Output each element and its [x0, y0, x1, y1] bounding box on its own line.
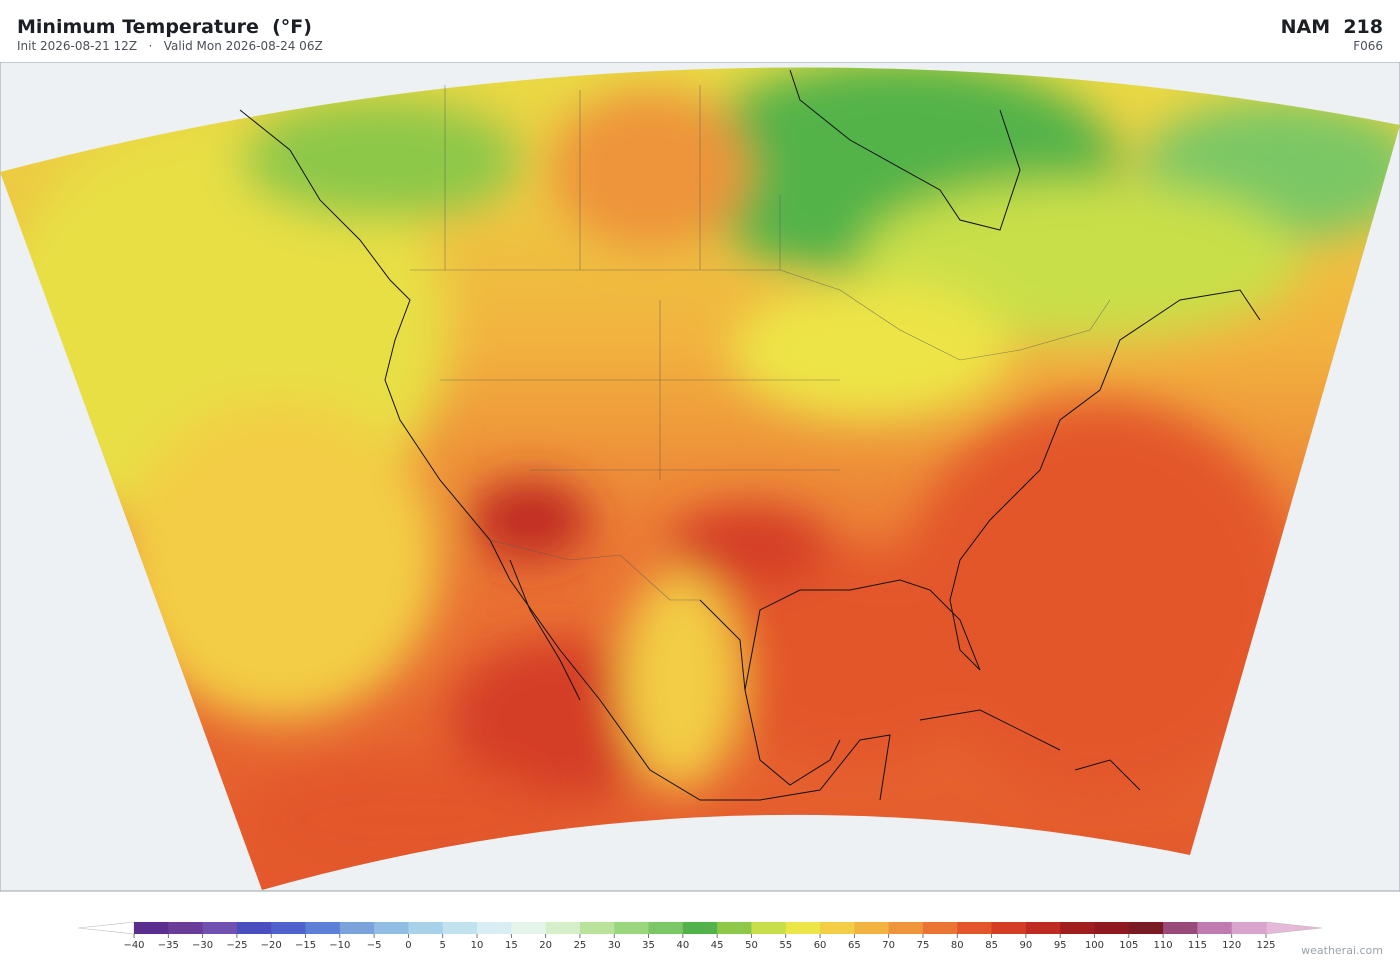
colorbar-extend-high [1265, 921, 1323, 935]
colorbar-tick-label: 65 [848, 940, 861, 951]
colorbar-segment [1128, 922, 1164, 934]
map [0, 62, 1400, 892]
colorbar-segment [751, 922, 787, 934]
colorbar-segment [785, 922, 821, 934]
colorbar-tick-label: 115 [1188, 940, 1207, 951]
colorbar-segment [682, 922, 718, 934]
colorbar-tick-label: −10 [329, 940, 350, 951]
colorbar-segment [305, 922, 341, 934]
coastlines [239, 69, 1261, 801]
colorbar-tick-label: 90 [1020, 940, 1033, 951]
valid-time: Valid Mon 2026-08-24 06Z [163, 39, 323, 53]
colorbar-extend-low [77, 921, 135, 935]
forecast-hour: F066 [1353, 39, 1383, 53]
colorbar-tick-label: 60 [814, 940, 827, 951]
colorbar-segment [545, 922, 581, 934]
colorbar-tick-label: −5 [367, 940, 382, 951]
colorbar: −40 −35 −30 −25 −20 −15 −10 −5 0 5 10 15 20 25 30 35 40 4… [77, 921, 1323, 951]
colorbar-tick-label: 95 [1054, 940, 1067, 951]
colorbar-tick-label: 55 [779, 940, 792, 951]
colorbar-segment [922, 922, 958, 934]
colorbar-segment [648, 922, 684, 934]
colorbar-tick-label: 120 [1222, 940, 1241, 951]
colorbar-segment [717, 922, 752, 934]
colorbar-segment [168, 922, 204, 934]
colorbar-segment [1060, 922, 1095, 934]
colorbar-tick-label: 5 [440, 940, 446, 951]
colorbar-segment [991, 922, 1027, 934]
colorbar-tick-label: −30 [192, 940, 213, 951]
colorbar-segment [1025, 922, 1061, 934]
colorbar-segment [408, 922, 444, 934]
colorbar-tick-label: −15 [295, 940, 316, 951]
model-name: NAM 218 [1280, 16, 1383, 38]
colorbar-segment [477, 922, 512, 934]
colorbar-tick-label: 35 [642, 940, 655, 951]
colorbar-segment [511, 922, 547, 934]
colorbar-segment [614, 922, 650, 934]
colorbar-segment [579, 922, 615, 934]
colorbar-tick-label: 105 [1119, 940, 1138, 951]
colorbar-segment [236, 922, 272, 934]
borders [410, 85, 1111, 601]
colorbar-tick-label: 40 [676, 940, 689, 951]
colorbar-tick-label: 20 [539, 940, 552, 951]
colorbar-tick-label: 70 [882, 940, 895, 951]
colorbar-tick-label: −20 [261, 940, 282, 951]
colorbar-tick-label: 110 [1154, 940, 1173, 951]
colorbar-tick-label: 100 [1085, 940, 1104, 951]
colorbar-segment [374, 922, 409, 934]
subtitle: Init 2026-08-21 12Z · Valid Mon 2026-08-… [17, 39, 323, 53]
init-time: Init 2026-08-21 12Z [17, 39, 138, 53]
colorbar-tick-label: 15 [505, 940, 518, 951]
colorbar-tick-label: 75 [917, 940, 930, 951]
colorbar-segment [1197, 922, 1233, 934]
colorbar-segment [888, 922, 924, 934]
colorbar-segment [134, 922, 169, 934]
colorbar-tick-label: 125 [1256, 940, 1275, 951]
colorbar-tick-label: −25 [226, 940, 247, 951]
colorbar-tick-label: 45 [711, 940, 724, 951]
colorbar-segment [1231, 922, 1267, 934]
colorbar-segment [442, 922, 478, 934]
colorbar-tick-label: 30 [608, 940, 621, 951]
colorbar-tick-label: 50 [745, 940, 758, 951]
colorbar-segment [854, 922, 890, 934]
colorbar-segment [339, 922, 375, 934]
map-title: Minimum Temperature (°F) [17, 16, 312, 38]
colorbar-tick-label: −35 [158, 940, 179, 951]
colorbar-segment [1163, 922, 1198, 934]
colorbar-tick-label: 85 [985, 940, 998, 951]
colorbar-segment [820, 922, 855, 934]
separator: · [148, 39, 153, 53]
colorbar-tick-label: −40 [123, 940, 144, 951]
colorbar-segment [202, 922, 238, 934]
colorbar-tick-label: 80 [951, 940, 964, 951]
colorbar-segment [957, 922, 993, 934]
colorbar-tick-label: 0 [405, 940, 411, 951]
watermark: weatherai.com [1301, 944, 1383, 957]
colorbar-tick-label: 25 [574, 940, 587, 951]
colorbar-segment [271, 922, 307, 934]
colorbar-segment [1094, 922, 1130, 934]
colorbar-tick-label: 10 [471, 940, 484, 951]
